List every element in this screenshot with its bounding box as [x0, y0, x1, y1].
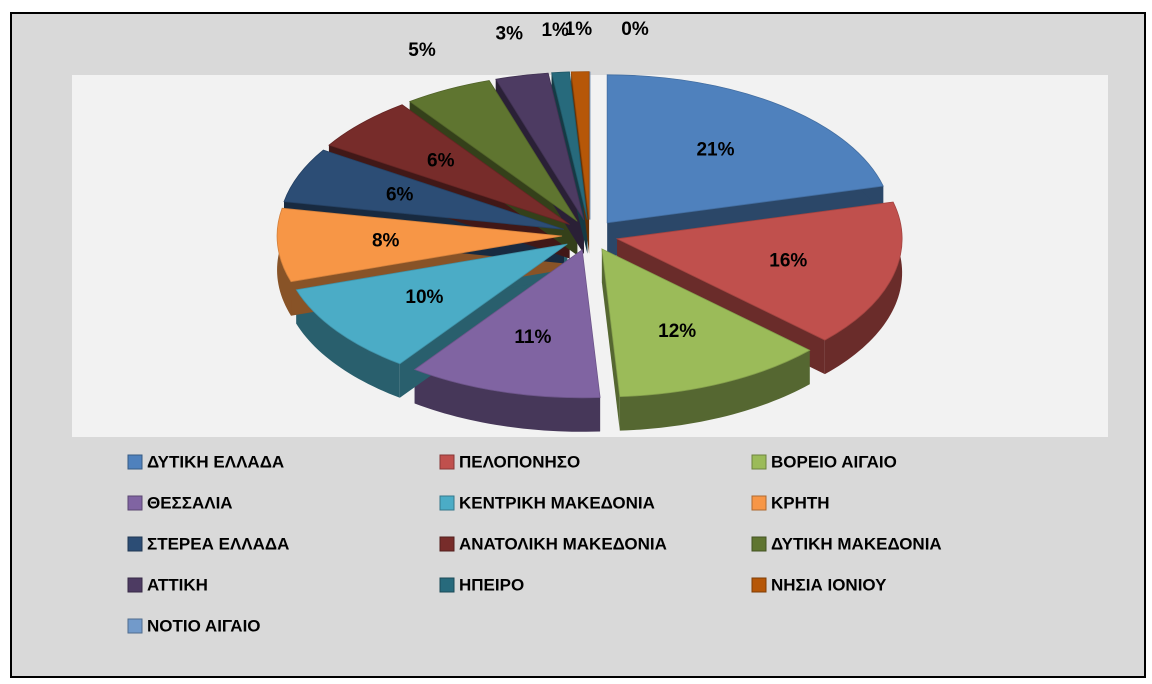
data-label: 5% [408, 40, 436, 61]
slice-side [601, 248, 620, 431]
legend-swatch [127, 454, 143, 470]
data-label: 1% [565, 19, 593, 40]
legend-label: ΣΤΕΡΕΑ ΕΛΛΑΔΑ [147, 534, 289, 553]
legend-swatch [127, 495, 143, 511]
legend-swatch [439, 495, 455, 511]
slice [601, 248, 811, 398]
slice [328, 104, 570, 225]
legend-label: ΑΤΤΙΚΗ [147, 575, 208, 594]
legend-label: ΚΕΝΤΡΙΚΗ ΜΑΚΕΔΟΝΙΑ [459, 493, 655, 512]
slice [295, 243, 568, 365]
slice [283, 149, 565, 230]
legend-swatch [127, 577, 143, 593]
legend-swatch [751, 577, 767, 593]
legend-label: ΑΝΑΤΟΛΙΚΗ ΜΑΚΕΔΟΝΙΑ [459, 534, 667, 553]
slice [276, 207, 563, 283]
data-label: 12% [658, 321, 696, 342]
legend-label: ΗΠΕΙΡΟ [459, 575, 524, 594]
slice [606, 74, 884, 224]
data-label: 8% [372, 231, 400, 252]
data-label: 10% [405, 287, 443, 308]
slice-side [619, 350, 810, 431]
slice [495, 72, 585, 221]
slice [408, 80, 578, 222]
legend-swatch [751, 536, 767, 552]
legend-label: ΚΡΗΤΗ [771, 493, 830, 512]
data-label: 16% [769, 251, 807, 272]
slice-side [296, 289, 400, 398]
legend-swatch [751, 495, 767, 511]
slice-side [414, 369, 601, 432]
slice [570, 71, 590, 220]
slice [615, 201, 903, 341]
legend-label: ΔΥΤΙΚΗ ΕΛΛΑΔΑ [147, 452, 284, 471]
legend-swatch [127, 536, 143, 552]
legend-swatch [439, 577, 455, 593]
data-label: 3% [496, 24, 524, 45]
data-labels: 21% 16% 12% 11% 10% 8% 6% 6% 5% 3% 1%1% 0% [372, 19, 807, 348]
legend-label: ΘΕΣΣΑΛΙΑ [147, 493, 233, 512]
data-label: 0% [621, 19, 649, 40]
slice-side [824, 202, 903, 375]
slice [413, 249, 601, 399]
data-label: 6% [386, 185, 414, 206]
legend-label: ΔΥΤΙΚΗ ΜΑΚΕΔΟΝΙΑ [771, 534, 942, 553]
data-label: 1% [541, 20, 569, 41]
legend-swatch [439, 536, 455, 552]
legend-label: ΝΟΤΙΟ ΑΙΓΑΙΟ [147, 616, 261, 635]
legend-swatch [751, 454, 767, 470]
data-label: 6% [427, 151, 455, 172]
legend-swatch [127, 618, 143, 634]
legend: ΔΥΤΙΚΗ ΕΛΛΑΔΑ ΠΕΛΟΠΟΝΗΣΟ ΒΟΡΕΙΟ ΑΙΓΑΙΟ ΘΕΣΣ… [127, 452, 942, 635]
data-label: 11% [514, 327, 551, 348]
legend-swatch [439, 454, 455, 470]
slice [551, 71, 588, 220]
data-label: 21% [696, 139, 734, 160]
legend-label: ΠΕΛΟΠΟΝΗΣΟ [459, 452, 580, 471]
legend-label: ΝΗΣΙΑ ΙΟΝΙΟΥ [771, 575, 887, 594]
legend-label: ΒΟΡΕΙΟ ΑΙΓΑΙΟ [771, 452, 897, 471]
pie-tops [276, 71, 903, 399]
